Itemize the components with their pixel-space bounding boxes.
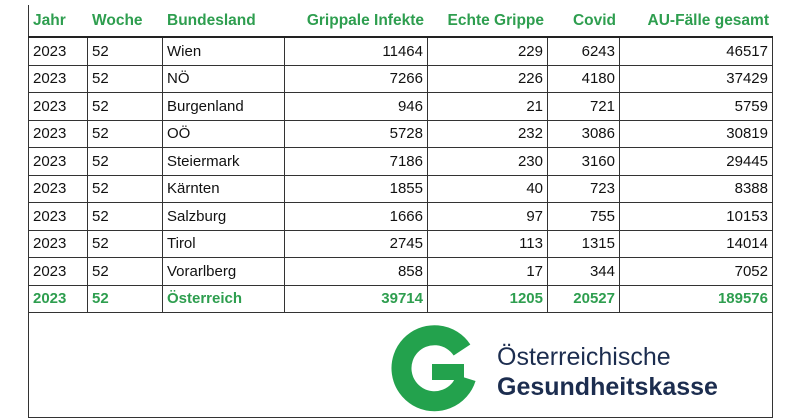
- table-cell: 2745: [285, 230, 428, 258]
- table-cell: 7052: [620, 258, 773, 286]
- table-cell: 721: [548, 93, 620, 121]
- header-cell: Echte Grippe: [447, 12, 544, 29]
- table-cell: 52: [88, 175, 163, 203]
- table-cell: 2023: [28, 258, 88, 286]
- table-cell: 113: [428, 230, 548, 258]
- table-cell: 30819: [620, 120, 773, 148]
- table-cell: 8388: [620, 175, 773, 203]
- table-cell: Steiermark: [163, 148, 285, 176]
- table-cell: 946: [285, 93, 428, 121]
- table-cell: 52: [88, 203, 163, 231]
- table-cell: 1666: [285, 203, 428, 231]
- total-cell: 1205: [428, 285, 548, 313]
- table-cell: 7186: [285, 148, 428, 176]
- table-cell: Wien: [163, 38, 285, 66]
- table-cell: 232: [428, 120, 548, 148]
- table-cell: 21: [428, 93, 548, 121]
- table-cell: OÖ: [163, 120, 285, 148]
- table-cell: 858: [285, 258, 428, 286]
- table-cell: Salzburg: [163, 203, 285, 231]
- table-cell: 10153: [620, 203, 773, 231]
- table-cell: Tirol: [163, 230, 285, 258]
- total-cell: Österreich: [163, 285, 285, 313]
- table-cell: 52: [88, 65, 163, 93]
- header-cell: Grippale Infekte: [306, 12, 424, 29]
- table-cell: 723: [548, 175, 620, 203]
- table-cell: 2023: [28, 203, 88, 231]
- table-cell: Vorarlberg: [163, 258, 285, 286]
- table-cell: 52: [88, 258, 163, 286]
- table-cell: 17: [428, 258, 548, 286]
- table-cell: 2023: [28, 65, 88, 93]
- table-cell: 2023: [28, 148, 88, 176]
- total-cell: 39714: [285, 285, 428, 313]
- table-cell: 14014: [620, 230, 773, 258]
- table-cell: 46517: [620, 38, 773, 66]
- table-cell: 5759: [620, 93, 773, 121]
- table-cell: 4180: [548, 65, 620, 93]
- header-cell: Bundesland: [167, 12, 256, 29]
- header-cell: AU-Fälle gesamt: [647, 12, 769, 29]
- table-cell: 11464: [285, 38, 428, 66]
- table-cell: 40: [428, 175, 548, 203]
- table-cell: 97: [428, 203, 548, 231]
- table-cell: 2023: [28, 38, 88, 66]
- table-cell: Burgenland: [163, 93, 285, 121]
- table-cell: 226: [428, 65, 548, 93]
- header-rule: [28, 36, 773, 38]
- logo-box: [28, 313, 773, 418]
- table-cell: 52: [88, 38, 163, 66]
- logo-line1: Österreichische: [497, 343, 671, 371]
- table-cell: 29445: [620, 148, 773, 176]
- header-cell: Covid: [572, 12, 616, 29]
- table-cell: 52: [88, 148, 163, 176]
- table-cell: 1315: [548, 230, 620, 258]
- total-cell: 20527: [548, 285, 620, 313]
- table-cell: Kärnten: [163, 175, 285, 203]
- header-cell: Woche: [92, 12, 143, 29]
- total-cell: 2023: [28, 285, 88, 313]
- table-cell: 6243: [548, 38, 620, 66]
- table-cell: 3160: [548, 148, 620, 176]
- table-cell: NÖ: [163, 65, 285, 93]
- total-cell: 189576: [620, 285, 773, 313]
- table-cell: 3086: [548, 120, 620, 148]
- table-cell: 2023: [28, 93, 88, 121]
- table-cell: 52: [88, 120, 163, 148]
- table-cell: 52: [88, 93, 163, 121]
- table-cell: 2023: [28, 175, 88, 203]
- table-cell: 2023: [28, 120, 88, 148]
- table-cell: 7266: [285, 65, 428, 93]
- logo-bar: [432, 364, 464, 380]
- logo-ring: [391, 325, 476, 412]
- table-cell: 2023: [28, 230, 88, 258]
- table-cell: 5728: [285, 120, 428, 148]
- table-cell: 37429: [620, 65, 773, 93]
- header-cell: Jahr: [28, 5, 88, 37]
- table-cell: 229: [428, 38, 548, 66]
- table-cell: 755: [548, 203, 620, 231]
- table-cell: 230: [428, 148, 548, 176]
- table-cell: 344: [548, 258, 620, 286]
- total-cell: 52: [88, 285, 163, 313]
- table-cell: 1855: [285, 175, 428, 203]
- logo-line2: Gesundheitskasse: [497, 373, 718, 401]
- table-cell: 52: [88, 230, 163, 258]
